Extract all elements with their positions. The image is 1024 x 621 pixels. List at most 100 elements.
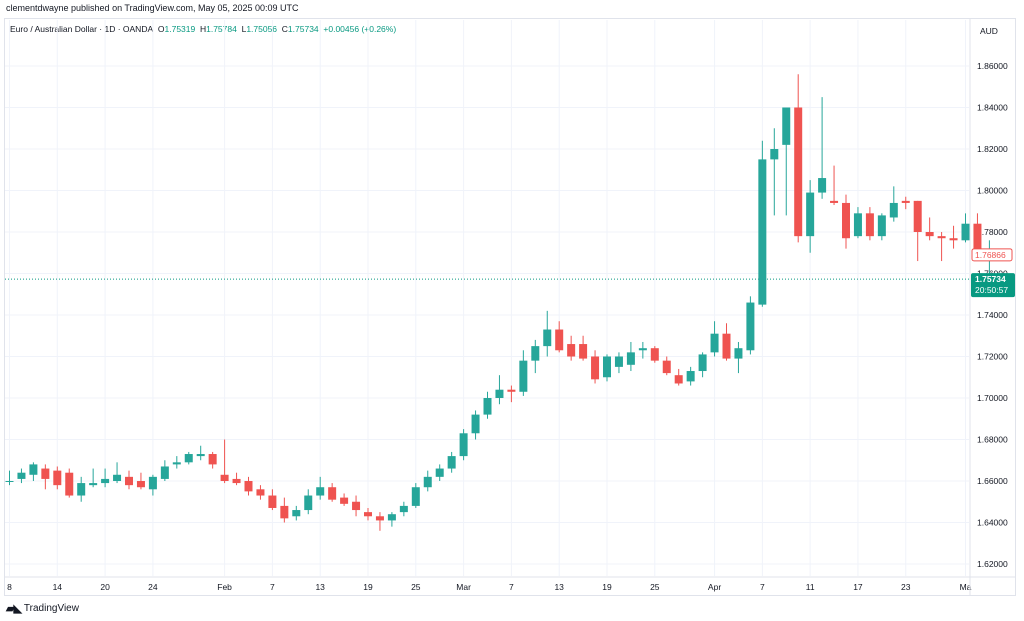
candle-body [865, 213, 874, 237]
candle-body [662, 360, 671, 374]
candle-body [113, 474, 122, 481]
candle-body [614, 356, 623, 367]
candle-body [579, 344, 588, 359]
candle-body [196, 454, 205, 457]
candle-body [877, 215, 886, 237]
tradingview-logo-icon: ▰◣ [6, 603, 22, 615]
candle-body [674, 375, 683, 384]
candle-body [842, 202, 850, 239]
candle-body [316, 487, 325, 496]
candle-body [638, 348, 647, 351]
candle-body [782, 107, 791, 145]
candle-body [423, 476, 432, 488]
candle-body [471, 414, 480, 434]
candle-body [555, 329, 564, 351]
close-value: 1.75734 [287, 24, 319, 34]
x-tick-label: 7 [760, 582, 765, 592]
candle-body [77, 483, 86, 496]
candle-body [292, 510, 301, 517]
candle-body [853, 213, 862, 237]
candle-body [89, 483, 98, 486]
candle-body [806, 192, 815, 237]
candle-body [65, 472, 74, 496]
candle-body [591, 356, 600, 380]
y-tick-label: 1.74000 [977, 310, 1008, 320]
candle-body [459, 433, 468, 457]
candle-body [830, 200, 839, 203]
candle-body [435, 468, 444, 477]
candle-body [399, 505, 408, 513]
candle-body [531, 346, 540, 361]
open-label: O [157, 24, 165, 34]
candle-body [53, 470, 62, 486]
candle-body [567, 344, 576, 357]
candle-body [722, 333, 731, 359]
x-tick-label: 13 [554, 582, 564, 592]
currency-label: AUD [980, 26, 998, 36]
candle-body [256, 489, 265, 496]
x-tick-label: Feb [217, 582, 232, 592]
candle-body [913, 200, 922, 232]
candle-body [244, 481, 253, 492]
y-tick-label: 1.68000 [977, 435, 1008, 445]
candle-body [949, 238, 958, 241]
candle-body [387, 514, 396, 521]
candle-body [507, 389, 516, 392]
candle-body [794, 107, 803, 237]
candle-body [364, 512, 372, 517]
candle-body [125, 476, 133, 486]
candle-body [148, 476, 157, 490]
candle-body [626, 352, 635, 365]
x-tick-label: 7 [270, 582, 275, 592]
x-tick-label: 14 [53, 582, 63, 592]
candle-body [686, 371, 695, 382]
candle-body [710, 333, 719, 353]
x-tick-label: 24 [148, 582, 158, 592]
candle-body [746, 302, 755, 351]
brand-name: TradingView [23, 603, 79, 614]
countdown-label: 20:50:57 [975, 285, 1008, 295]
chart-frame [4, 18, 1016, 596]
low-value: 1.75056 [246, 24, 278, 34]
last-close-label: 1.76866 [975, 250, 1006, 260]
candle-body [925, 232, 934, 237]
candle-body [172, 462, 181, 465]
candle-body [352, 501, 361, 511]
low-label: L [241, 24, 247, 34]
open-value: 1.75319 [164, 24, 196, 34]
candle-body [495, 389, 504, 398]
candle-body [483, 398, 492, 415]
candle-body [101, 478, 110, 484]
candle-body [232, 478, 241, 484]
publisher-line: clementdwayne published on TradingView.c… [6, 3, 299, 13]
candle-body [208, 454, 217, 465]
x-tick-label: 8 [7, 582, 12, 592]
candle-body [650, 348, 659, 361]
y-tick-label: 1.82000 [977, 144, 1008, 154]
change-value: +0.00456 (+0.26%) [323, 24, 397, 34]
candle-body [29, 464, 38, 475]
candle-body [280, 505, 289, 519]
candle-body [519, 360, 528, 392]
x-tick-label: 25 [650, 582, 660, 592]
last-close-badge [971, 248, 1013, 262]
close-label: C [281, 24, 288, 34]
x-tick-label: 17 [853, 582, 863, 592]
y-tick-label: 1.72000 [977, 352, 1008, 362]
candle-body [41, 468, 50, 479]
candle-body [734, 348, 743, 359]
candle-body [340, 497, 349, 504]
candle-body [328, 487, 337, 500]
y-tick-label: 1.70000 [977, 393, 1008, 403]
x-tick-label: 19 [602, 582, 612, 592]
candle-body [973, 223, 982, 255]
x-tick-label: 23 [901, 582, 911, 592]
x-tick-label: 25 [411, 582, 421, 592]
candle-body [889, 202, 898, 218]
candle-body [411, 487, 420, 506]
x-tick-label: 19 [363, 582, 373, 592]
candle-body [698, 354, 707, 372]
candle-body [184, 454, 193, 463]
candle-body [304, 495, 313, 511]
